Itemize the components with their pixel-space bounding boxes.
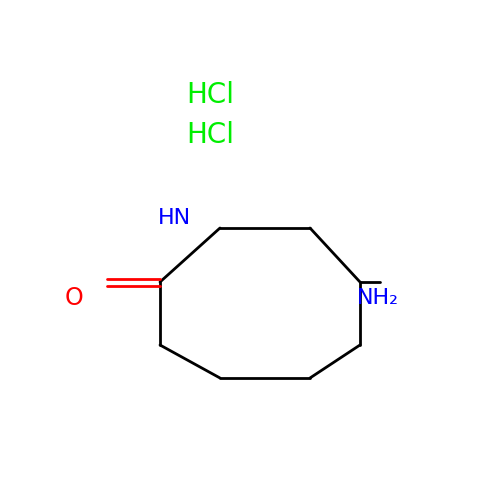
Text: HCl: HCl xyxy=(186,121,234,149)
Text: O: O xyxy=(65,286,83,310)
Text: NH₂: NH₂ xyxy=(357,288,399,308)
Text: HN: HN xyxy=(158,208,191,228)
Text: HCl: HCl xyxy=(186,81,234,109)
